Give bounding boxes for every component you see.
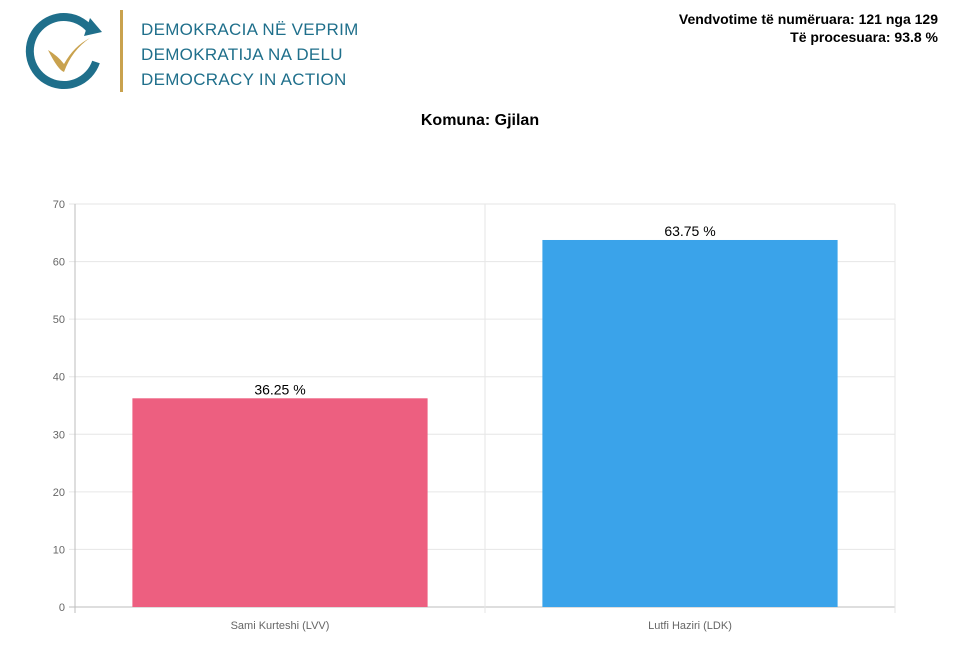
y-tick-label: 0 bbox=[59, 602, 65, 614]
chart-title: Komuna: Gjilan bbox=[420, 112, 540, 129]
logo-icon bbox=[25, 13, 102, 90]
org-name-serbian: DEMOKRATIJA NA DELU bbox=[141, 45, 343, 64]
y-tick-label: 30 bbox=[53, 429, 65, 441]
x-category-label: Lutfi Haziri (LDK) bbox=[648, 620, 732, 632]
bar-value-label: 36.25 % bbox=[254, 381, 305, 397]
counted-label: Vendvotime të numëruara: bbox=[678, 11, 855, 27]
bar bbox=[132, 398, 428, 607]
processed-stations: Të procesuara: 93.8 % bbox=[679, 28, 938, 46]
y-tick-label: 20 bbox=[53, 487, 65, 499]
org-name: DEMOKRACIA NË VEPRIM DEMOKRATIJA NA DELU… bbox=[141, 17, 359, 92]
bar-chart: 0 10 20 30 40 50 60 70 36.25 % Sami Kurteshi (LVV… bbox=[53, 199, 896, 632]
y-tick-label: 50 bbox=[53, 314, 65, 326]
counted-stations: Vendvotime të numëruara: 121 nga 129 bbox=[679, 10, 938, 28]
org-name-english: DEMOCRACY IN ACTION bbox=[141, 70, 347, 89]
processed-label: Të procesuara: bbox=[790, 29, 891, 45]
x-category-label: Sami Kurteshi (LVV) bbox=[231, 620, 330, 632]
logo-divider bbox=[120, 10, 123, 92]
y-tick-label: 10 bbox=[53, 544, 65, 556]
bar bbox=[542, 239, 838, 607]
y-tick-label: 40 bbox=[53, 372, 65, 384]
bar-value-label: 63.75 % bbox=[664, 223, 715, 239]
processed-value: 93.8 % bbox=[894, 29, 938, 45]
y-tick-label: 70 bbox=[53, 199, 65, 211]
org-name-albanian: DEMOKRACIA NË VEPRIM bbox=[141, 20, 359, 39]
polling-stats: Vendvotime të numëruara: 121 nga 129 Të … bbox=[679, 10, 938, 46]
y-tick-label: 60 bbox=[53, 257, 65, 269]
counted-value: 121 nga 129 bbox=[858, 11, 938, 27]
